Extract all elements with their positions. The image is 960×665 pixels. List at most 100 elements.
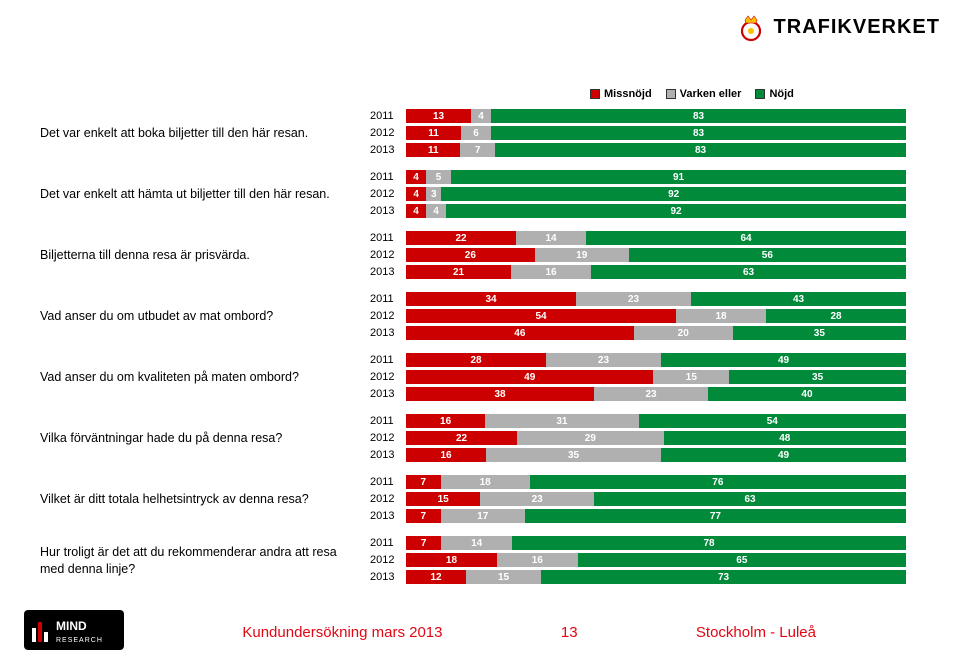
- legend-item: Nöjd: [755, 88, 793, 100]
- bar-segment: 4: [406, 187, 426, 201]
- year-label: 2011: [370, 415, 406, 427]
- bar-track: 261956: [406, 248, 906, 262]
- bar-track: 541828: [406, 309, 906, 323]
- chart-legend: Missnöjd Varken eller Nöjd: [590, 88, 794, 100]
- year-label: 2013: [370, 144, 406, 156]
- bar-segment: 16: [497, 553, 578, 567]
- bar-segment: 54: [406, 309, 676, 323]
- bar-row: 201371777: [370, 508, 930, 524]
- legend-label: Nöjd: [769, 88, 793, 100]
- bar-row: 2011221464: [370, 230, 930, 246]
- bar-track: 491535: [406, 370, 906, 384]
- legend-label: Missnöjd: [604, 88, 652, 100]
- legend-label: Varken eller: [680, 88, 742, 100]
- bar-segment: 5: [426, 170, 451, 184]
- bar-segment: 14: [516, 231, 586, 245]
- bar-track: 71478: [406, 536, 906, 550]
- question-label: Vilka förväntningar hade du på denna res…: [0, 430, 370, 446]
- bar-segment: 65: [578, 553, 906, 567]
- bar-track: 11683: [406, 126, 906, 140]
- bar-segment: 15: [466, 570, 541, 584]
- bar-segment: 18: [441, 475, 530, 489]
- year-label: 2013: [370, 205, 406, 217]
- year-label: 2013: [370, 510, 406, 522]
- bar-segment: 20: [634, 326, 733, 340]
- bar-segment: 78: [512, 536, 906, 550]
- year-label: 2011: [370, 171, 406, 183]
- bar-row: 201311783: [370, 142, 930, 158]
- bar-track: 121573: [406, 570, 906, 584]
- bar-track: 181665: [406, 553, 906, 567]
- bar-segment: 34: [406, 292, 576, 306]
- bar-segment: 12: [406, 570, 466, 584]
- bars-group: 201113483201211683201311783: [370, 108, 930, 159]
- bars-group: 201134234320125418282013462035: [370, 291, 930, 342]
- question-label: Biljetterna till denna resa är prisvärda…: [0, 247, 370, 263]
- bar-segment: 16: [406, 414, 485, 428]
- bar-segment: 49: [661, 448, 906, 462]
- question-label: Det var enkelt att hämta ut biljetter ti…: [0, 186, 370, 202]
- bar-segment: 11: [406, 126, 461, 140]
- bar-segment: 15: [653, 370, 729, 384]
- year-label: 2011: [370, 110, 406, 122]
- bar-track: 382340: [406, 387, 906, 401]
- question-label: Vilket är ditt totala helhetsintryck av …: [0, 491, 370, 507]
- question-label: Hur troligt är det att du rekommenderar …: [0, 544, 370, 577]
- bar-segment: 35: [486, 448, 661, 462]
- legend-item: Missnöjd: [590, 88, 652, 100]
- bar-segment: 64: [586, 231, 906, 245]
- bar-segment: 48: [664, 431, 906, 445]
- bar-track: 152363: [406, 492, 906, 506]
- bars-group: 201116315420122229482013163549: [370, 413, 930, 464]
- bar-row: 2012491535: [370, 369, 930, 385]
- year-label: 2012: [370, 432, 406, 444]
- bar-track: 13483: [406, 109, 906, 123]
- bar-row: 2012222948: [370, 430, 930, 446]
- bar-segment: 17: [441, 509, 525, 523]
- question-block: Vad anser du om utbudet av mat ombord?20…: [0, 291, 960, 342]
- bar-segment: 23: [576, 292, 691, 306]
- bar-row: 20114591: [370, 169, 930, 185]
- svg-text:RESEARCH: RESEARCH: [56, 637, 103, 644]
- year-label: 2013: [370, 449, 406, 461]
- bar-row: 2011163154: [370, 413, 930, 429]
- bar-segment: 7: [406, 509, 441, 523]
- footer-page: 13: [561, 624, 578, 641]
- question-block: Det var enkelt att boka biljetter till d…: [0, 108, 960, 159]
- bar-segment: 22: [406, 431, 517, 445]
- svg-text:MIND: MIND: [56, 619, 87, 633]
- bar-segment: 7: [406, 536, 441, 550]
- bar-segment: 23: [546, 353, 661, 367]
- bar-segment: 18: [406, 553, 497, 567]
- page-footer: MIND RESEARCH Kundundersökning mars 2013…: [0, 610, 960, 655]
- bar-track: 11783: [406, 143, 906, 157]
- year-label: 2011: [370, 232, 406, 244]
- bar-segment: 54: [639, 414, 906, 428]
- bar-row: 201171876: [370, 474, 930, 490]
- year-label: 2012: [370, 188, 406, 200]
- bar-track: 163154: [406, 414, 906, 428]
- bar-row: 2013163549: [370, 447, 930, 463]
- year-label: 2013: [370, 327, 406, 339]
- bar-segment: 92: [441, 187, 906, 201]
- bar-segment: 26: [406, 248, 535, 262]
- year-label: 2012: [370, 249, 406, 261]
- bar-row: 2012152363: [370, 491, 930, 507]
- bar-row: 2011342343: [370, 291, 930, 307]
- bar-segment: 77: [525, 509, 906, 523]
- bar-track: 4492: [406, 204, 906, 218]
- bar-segment: 49: [406, 370, 653, 384]
- bar-row: 2013121573: [370, 569, 930, 585]
- bar-segment: 56: [629, 248, 906, 262]
- bar-row: 2012261956: [370, 247, 930, 263]
- question-block: Vilket är ditt totala helhetsintryck av …: [0, 474, 960, 525]
- footer-title: Kundundersökning mars 2013: [242, 624, 442, 641]
- year-label: 2011: [370, 476, 406, 488]
- question-block: Hur troligt är det att du rekommenderar …: [0, 535, 960, 586]
- bar-track: 71777: [406, 509, 906, 523]
- legend-swatch: [590, 89, 600, 99]
- bar-segment: 92: [446, 204, 906, 218]
- year-label: 2013: [370, 571, 406, 583]
- year-label: 2012: [370, 310, 406, 322]
- bar-segment: 63: [591, 265, 906, 279]
